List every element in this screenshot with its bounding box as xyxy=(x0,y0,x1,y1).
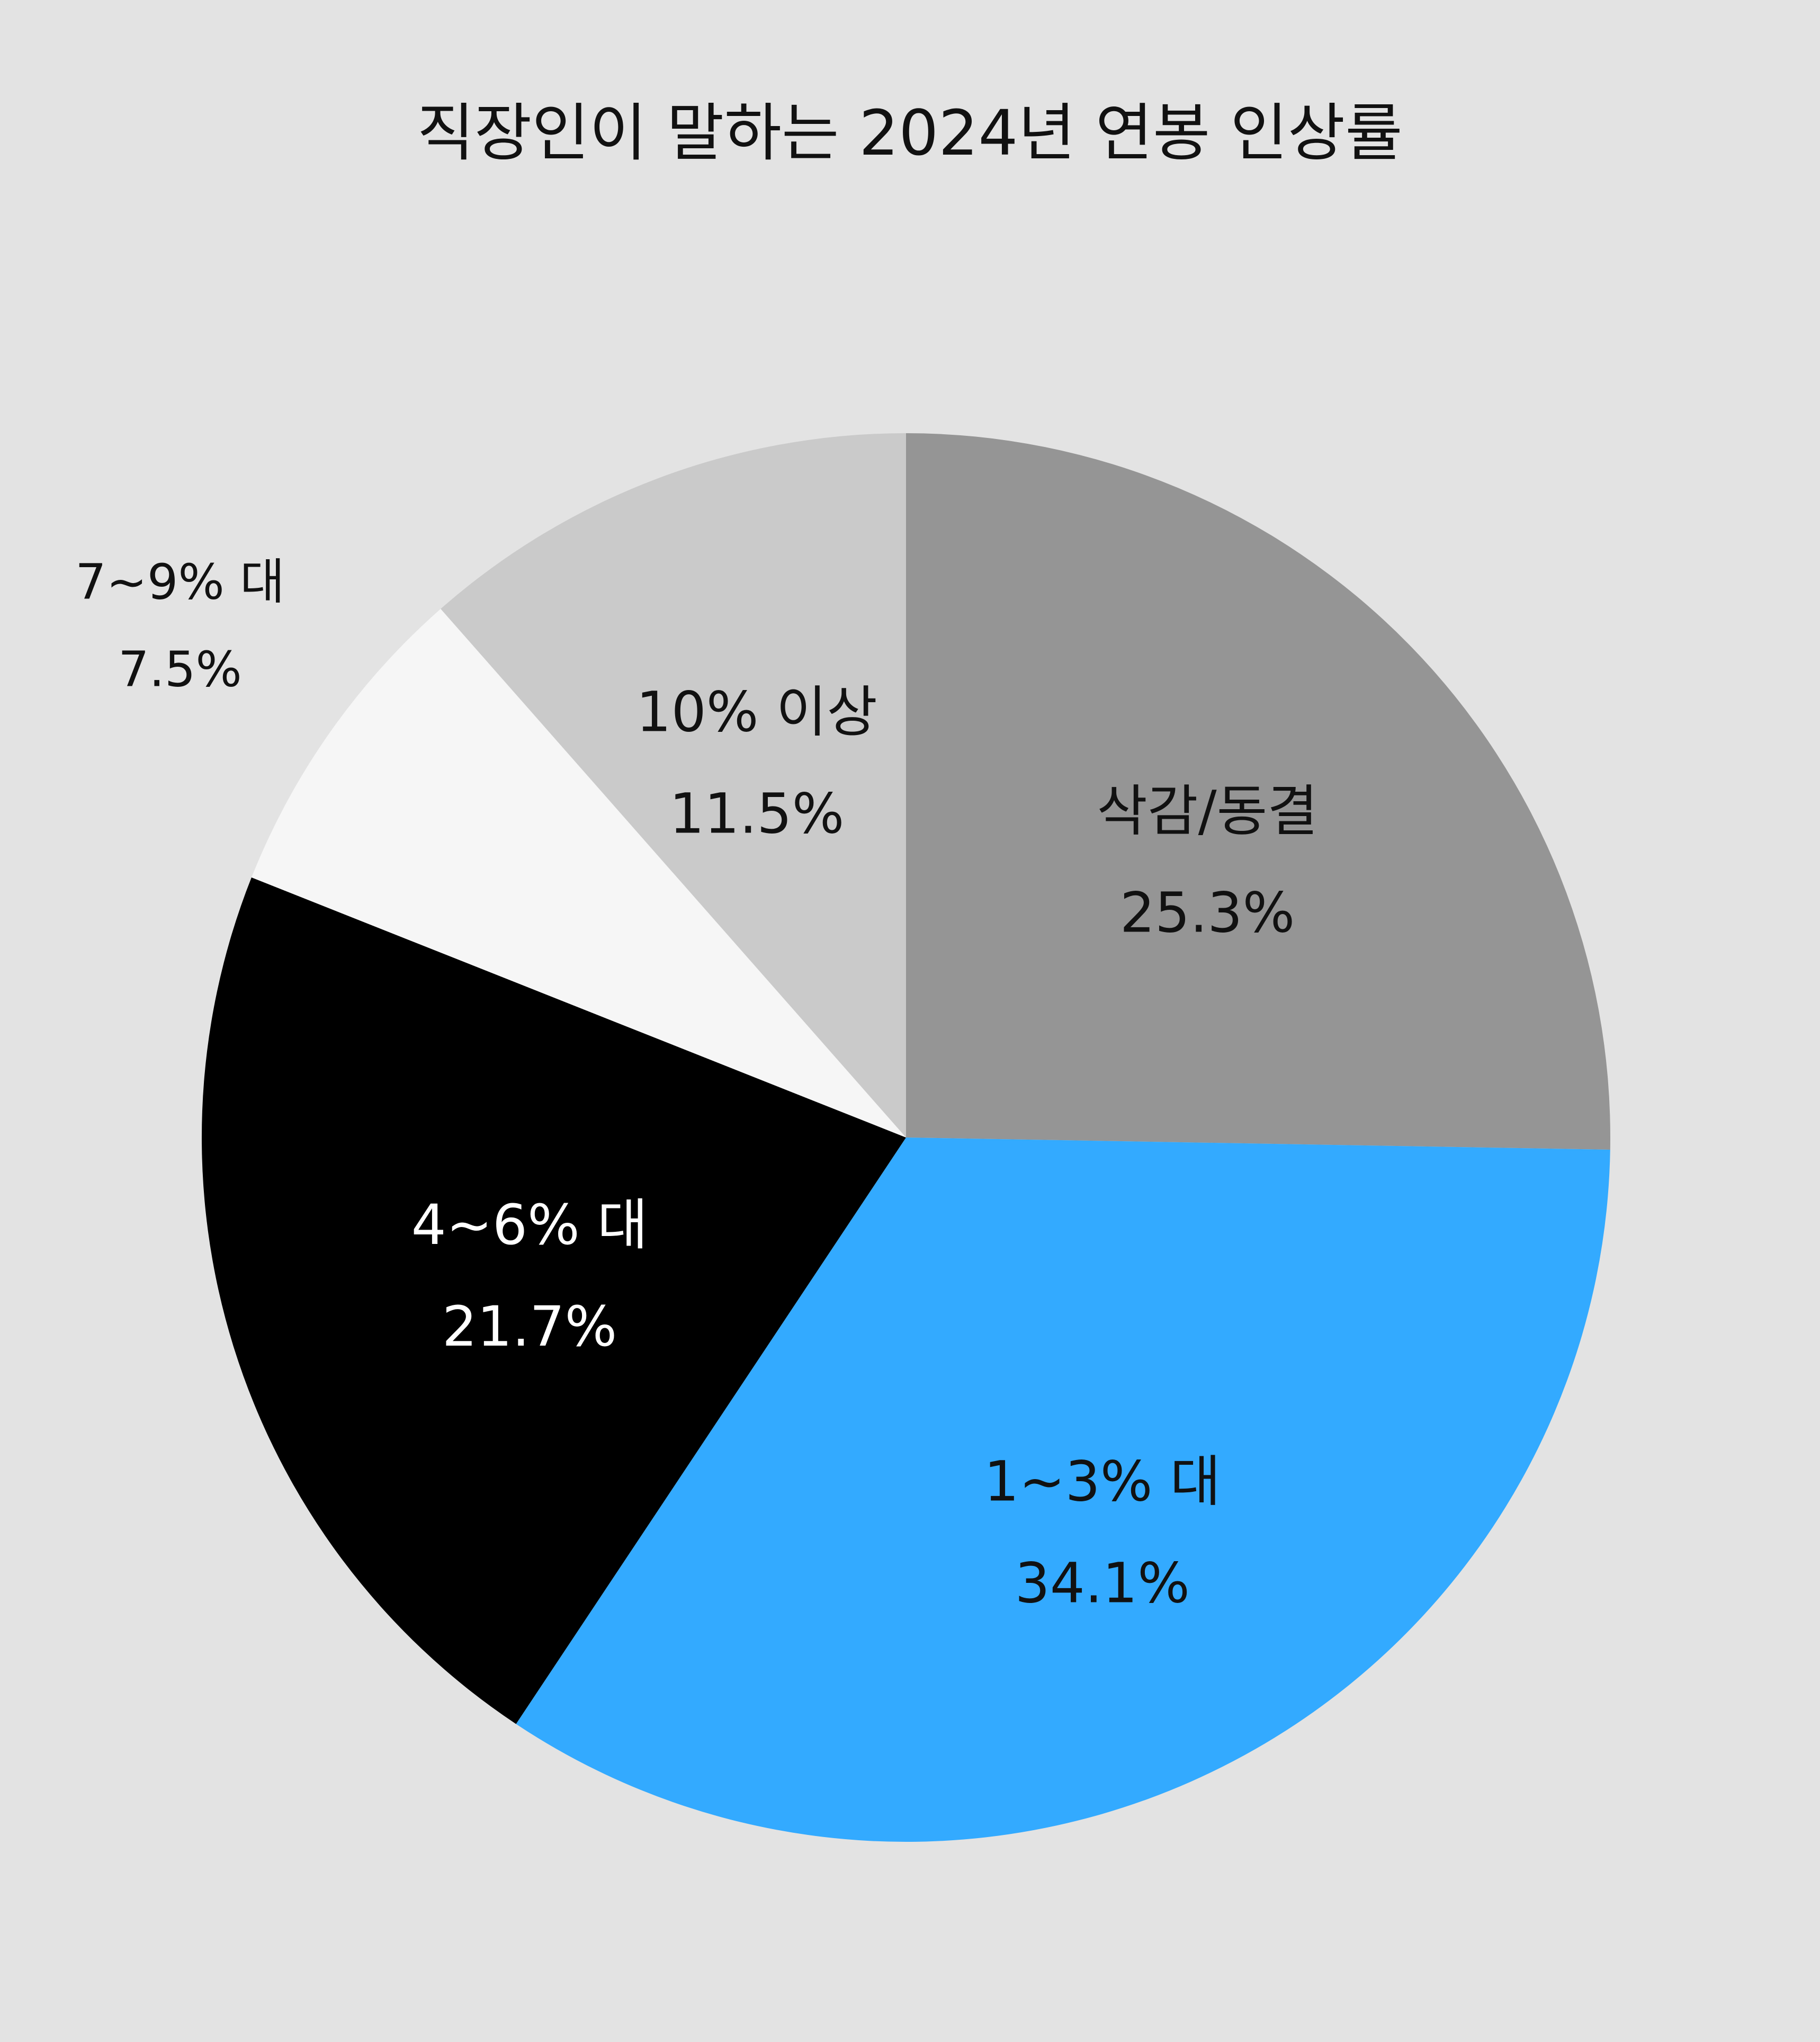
pie-slice xyxy=(516,1138,1610,1842)
slice-value-label: 11.5% xyxy=(669,781,844,846)
slice-value-label: 7.5% xyxy=(118,641,242,698)
slice-category-label: 4~6% 대 xyxy=(411,1193,648,1257)
pie-slice xyxy=(251,608,907,1138)
pie-slice xyxy=(441,433,906,1138)
chart-title: 직장인이 말하는 2024년 연봉 인상률 xyxy=(417,96,1403,169)
slice-category-label: 삭감/동결 xyxy=(1097,779,1318,844)
slice-category-label: 7~9% 대 xyxy=(75,554,284,611)
pie-slices xyxy=(201,433,1610,1842)
slice-category-label: 10% 이상 xyxy=(636,679,877,744)
pie-labels: 삭감/동결 25.3% 1~3% 대 34.1% 4~6% 대 21.7% 7~9% 대 7.… xyxy=(75,554,1318,1616)
pie-slice xyxy=(906,433,1610,1150)
pie-slice xyxy=(201,877,907,1724)
slice-category-label: 1~3% 대 xyxy=(984,1449,1221,1514)
slice-value-label: 34.1% xyxy=(1015,1551,1190,1616)
slice-value-label: 21.7% xyxy=(442,1294,617,1359)
slice-value-label: 25.3% xyxy=(1120,881,1295,945)
